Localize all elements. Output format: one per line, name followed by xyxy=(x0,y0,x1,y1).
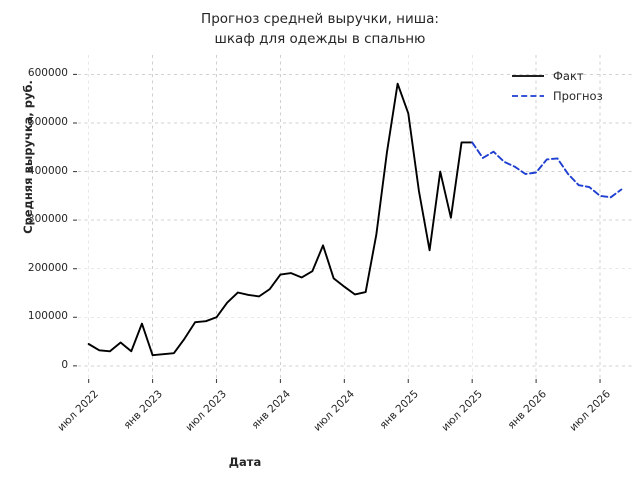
legend-entry-forecast: Прогноз xyxy=(511,86,629,106)
chart-legend: Факт Прогноз xyxy=(505,62,635,110)
tick-marks xyxy=(73,73,601,383)
y-tick-label: 0 xyxy=(61,358,68,371)
legend-line-dashed xyxy=(512,95,544,97)
legend-entry-fact: Факт xyxy=(511,66,629,86)
y-tick-label: 100000 xyxy=(27,310,68,323)
series-line-forecast xyxy=(471,141,623,199)
x-axis-label: Дата xyxy=(228,455,262,469)
legend-label-fact: Факт xyxy=(553,69,584,83)
y-tick-label: 300000 xyxy=(27,213,68,226)
chart-title: Прогноз средней выручки, ниша: шкаф для … xyxy=(201,11,439,47)
data-series xyxy=(87,82,623,357)
y-tick-label: 400000 xyxy=(27,164,68,177)
legend-line-solid xyxy=(512,75,544,77)
legend-label-forecast: Прогноз xyxy=(553,89,603,103)
y-tick-label: 600000 xyxy=(27,67,68,80)
grid-lines xyxy=(78,55,632,378)
y-tick-label: 200000 xyxy=(27,261,68,274)
series-line-fact xyxy=(87,82,474,357)
y-tick-label: 500000 xyxy=(27,116,68,128)
